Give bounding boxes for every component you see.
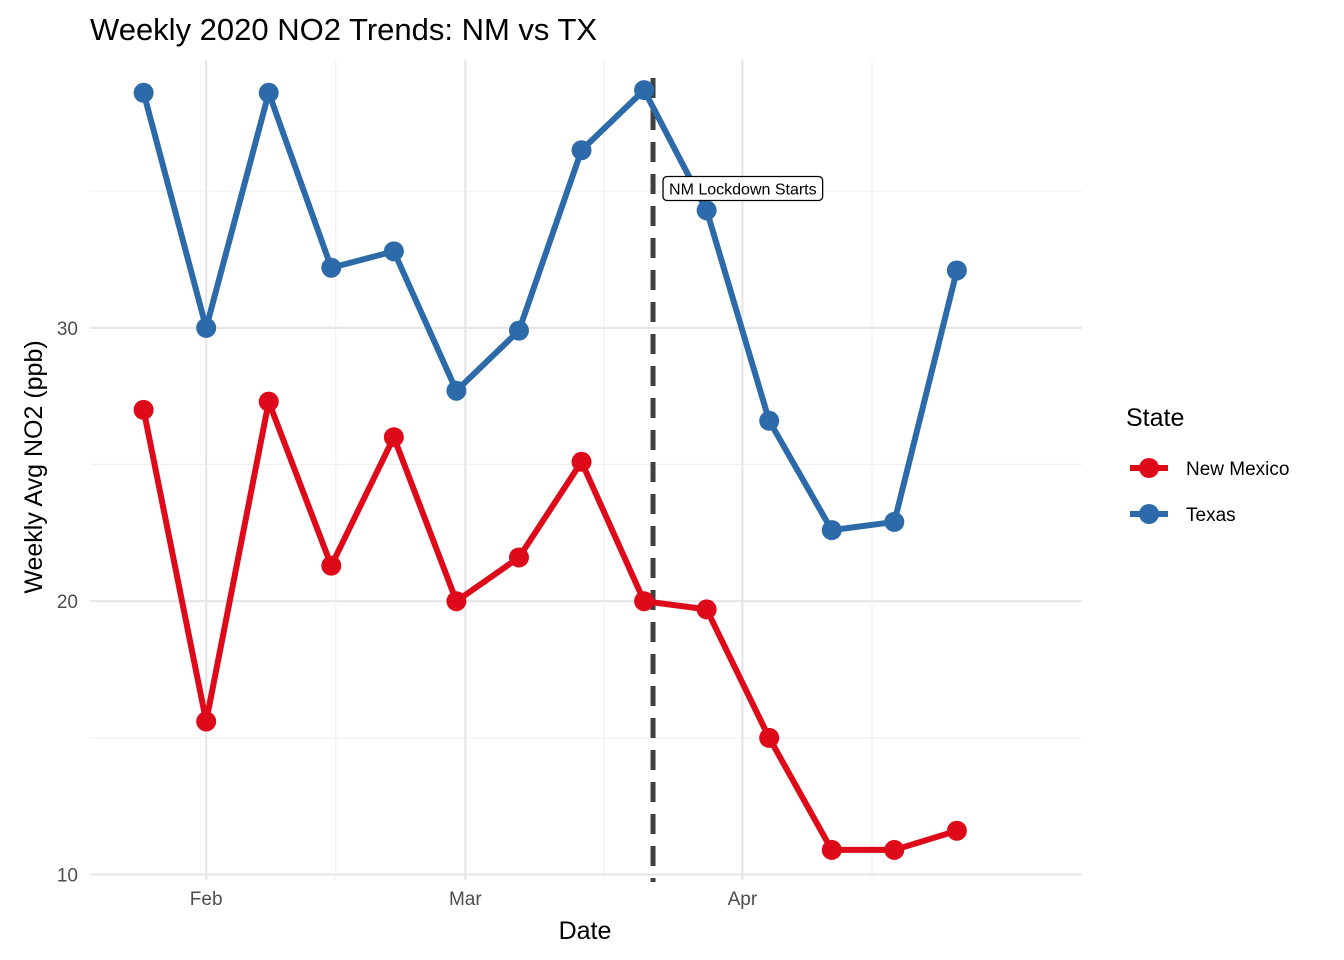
point-new-mexico [383, 427, 404, 448]
annotation-label: NM Lockdown Starts [669, 181, 817, 198]
point-texas [321, 257, 342, 278]
y-tick-label: 30 [57, 319, 78, 340]
point-new-mexico [884, 839, 905, 860]
point-new-mexico [696, 599, 717, 620]
legend-label-texas: Texas [1186, 505, 1236, 526]
point-texas [634, 80, 655, 101]
point-new-mexico [759, 727, 780, 748]
point-texas [759, 410, 780, 431]
point-texas [446, 380, 467, 401]
x-tick-label: Feb [190, 889, 223, 910]
y-axis-title: Weekly Avg NO2 (ppb) [20, 340, 48, 593]
series-line-texas [140, 87, 960, 534]
legend-title: State [1126, 404, 1184, 432]
point-texas [571, 140, 592, 161]
x-tick-label: Mar [449, 889, 482, 910]
annotation-layer: NM Lockdown Starts [662, 175, 824, 202]
point-texas [196, 317, 217, 338]
point-new-mexico [133, 399, 154, 420]
x-axis-title: Date [559, 917, 612, 945]
point-new-mexico [321, 555, 342, 576]
legend-swatch-point-new-mexico [1139, 458, 1159, 478]
point-texas [133, 82, 154, 103]
point-texas [258, 82, 279, 103]
annotation-box [662, 175, 824, 202]
point-texas [383, 241, 404, 262]
point-new-mexico [821, 839, 842, 860]
point-new-mexico [634, 591, 655, 612]
point-new-mexico [946, 820, 967, 841]
point-texas [884, 511, 905, 532]
point-new-mexico [258, 391, 279, 412]
legend-label-new-mexico: New Mexico [1186, 459, 1289, 480]
chart-title: Weekly 2020 NO2 Trends: NM vs TX [90, 12, 597, 47]
y-tick-label: 10 [57, 866, 78, 887]
y-axis-ticks: 10 20 30 [57, 319, 78, 887]
point-new-mexico [571, 451, 592, 472]
x-axis-ticks: Feb Mar Apr [190, 889, 758, 910]
series-layer [133, 80, 967, 860]
x-tick-label: Apr [728, 889, 758, 910]
point-texas [821, 520, 842, 541]
point-new-mexico [508, 547, 529, 568]
series-line-new-mexico [140, 398, 958, 853]
point-texas [946, 260, 967, 281]
point-new-mexico [196, 711, 217, 732]
point-texas [508, 320, 529, 341]
y-tick-label: 20 [57, 592, 78, 613]
legend-swatch-point-texas [1139, 504, 1159, 524]
legend: New Mexico Texas [1130, 458, 1289, 526]
point-texas [696, 200, 717, 221]
point-new-mexico [446, 591, 467, 612]
